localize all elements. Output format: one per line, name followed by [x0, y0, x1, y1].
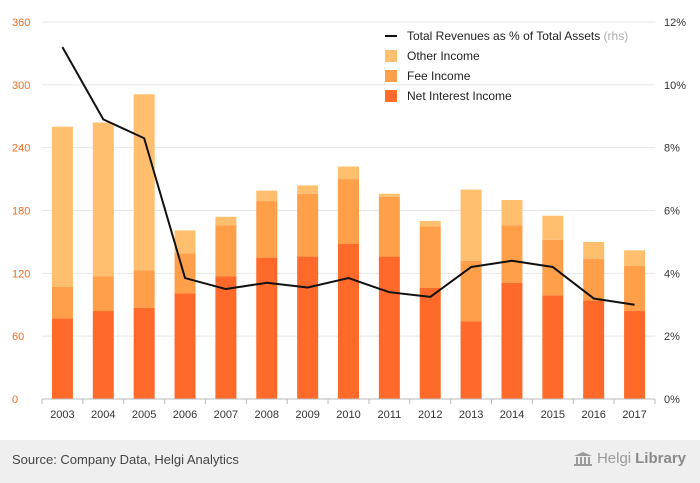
bar-segment-fee-income — [338, 179, 359, 245]
bar-segment-fee-income — [215, 225, 237, 277]
x-tick-label: 2013 — [459, 409, 483, 421]
x-tick-label: 2008 — [255, 409, 279, 421]
y-right-tick-label: 12% — [664, 17, 686, 29]
bar-segment-fee-income — [133, 270, 155, 308]
legend-label: Fee Income — [407, 69, 471, 83]
bar-segment-other-income — [215, 216, 237, 226]
y-right-tick-label: 10% — [664, 80, 686, 92]
bar-segment-fee-income — [256, 201, 278, 258]
legend-label: Total Revenues as % of Total Assets (rhs… — [407, 29, 628, 43]
x-tick-label: 2003 — [50, 409, 74, 421]
bar-segment-net-interest-income — [542, 295, 564, 399]
bar-segment-net-interest-income — [297, 256, 319, 399]
bar-segment-fee-income — [624, 266, 646, 312]
bar-segment-other-income — [460, 189, 482, 261]
y-left-tick-label: 0 — [12, 394, 18, 406]
legend-label: Other Income — [407, 49, 480, 63]
brand-logo: Helgi Library — [573, 450, 686, 467]
y-left-tick-label: 360 — [12, 17, 30, 29]
y-left-tick-label: 300 — [12, 80, 30, 92]
bar-segment-other-income — [338, 166, 359, 180]
bar-segment-fee-income — [174, 253, 196, 294]
bar-segment-net-interest-income — [51, 318, 73, 399]
bar-segment-fee-income — [583, 258, 605, 301]
x-tick-label: 2007 — [214, 409, 238, 421]
legend-box-swatch — [385, 70, 397, 82]
y-right-tick-label: 0% — [664, 394, 680, 406]
bar-segment-fee-income — [501, 225, 523, 283]
line-total-revenues-pct-assets — [61, 46, 635, 306]
bar-segment-net-interest-income — [460, 321, 482, 399]
bar-segment-fee-income — [92, 276, 114, 312]
legend-label-suffix: (rhs) — [600, 29, 628, 43]
bar-segment-other-income — [297, 185, 319, 194]
y-left-tick-label: 240 — [12, 143, 30, 155]
library-building-icon — [573, 451, 592, 466]
bar-segment-other-income — [256, 190, 278, 202]
x-tick-label: 2017 — [622, 409, 646, 421]
bar-segment-fee-income — [297, 193, 319, 257]
bar-segment-net-interest-income — [215, 276, 237, 399]
bar-segment-fee-income — [460, 260, 482, 322]
source-text: Source: Company Data, Helgi Analytics — [12, 452, 239, 467]
y-left-tick-label: 60 — [12, 331, 24, 343]
bar-segment-net-interest-income — [174, 293, 196, 399]
y-right-tick-label: 8% — [664, 143, 680, 155]
brand-name-light: Helgi — [596, 450, 632, 467]
x-tick-label: 2011 — [378, 409, 402, 421]
bar-segment-fee-income — [51, 286, 73, 319]
y-right-tick-label: 2% — [664, 331, 680, 343]
bar-segment-net-interest-income — [133, 307, 155, 399]
bar-segment-net-interest-income — [624, 311, 646, 399]
x-tick-label: 2006 — [173, 409, 197, 421]
bar-segment-net-interest-income — [501, 282, 523, 399]
x-tick-label: 2015 — [541, 409, 565, 421]
x-tick-label: 2012 — [418, 409, 442, 421]
bar-segment-other-income — [51, 126, 73, 287]
x-tick-label: 2009 — [295, 409, 319, 421]
bar-segment-other-income — [174, 230, 196, 254]
stacked-bar-line-chart: 0 60 120 180 240 300 360 0% 2% 4% 6% 8% 10% 12% 2003 20… — [12, 17, 686, 421]
legend-box-swatch — [385, 90, 397, 102]
x-tick-label: 2010 — [336, 409, 360, 421]
y-left-tick-label: 180 — [12, 206, 30, 218]
x-tick-label: 2005 — [132, 409, 156, 421]
bar-segment-net-interest-income — [338, 244, 359, 399]
bar-segment-other-income — [501, 200, 523, 226]
bar-segment-other-income — [92, 122, 114, 277]
y-right-tick-label: 4% — [664, 268, 680, 280]
legend-label: Net Interest Income — [407, 89, 512, 103]
bar-segment-other-income — [378, 193, 400, 197]
x-tick-label: 2014 — [500, 409, 524, 421]
y-left-tick-label: 120 — [12, 268, 30, 280]
bar-segment-other-income — [542, 215, 564, 240]
x-tick-label: 2004 — [91, 409, 115, 421]
bar-segment-other-income — [133, 94, 155, 271]
bar-segment-other-income — [419, 220, 441, 227]
bar-segment-fee-income — [378, 196, 400, 257]
footer: Source: Company Data, Helgi Analytics He… — [0, 440, 700, 483]
x-tick-label: 2016 — [581, 409, 605, 421]
bar-segment-net-interest-income — [419, 287, 441, 399]
bar-segment-net-interest-income — [378, 256, 400, 399]
brand-name-bold: Library — [635, 450, 686, 467]
bar-segment-net-interest-income — [256, 257, 278, 399]
bar-segment-fee-income — [419, 226, 441, 288]
bar-segment-net-interest-income — [92, 311, 114, 399]
bar-segment-other-income — [624, 250, 646, 267]
y-right-tick-label: 6% — [664, 206, 680, 218]
bar-segment-other-income — [583, 241, 605, 259]
legend-box-swatch — [385, 50, 397, 62]
bar-segment-net-interest-income — [583, 300, 605, 399]
